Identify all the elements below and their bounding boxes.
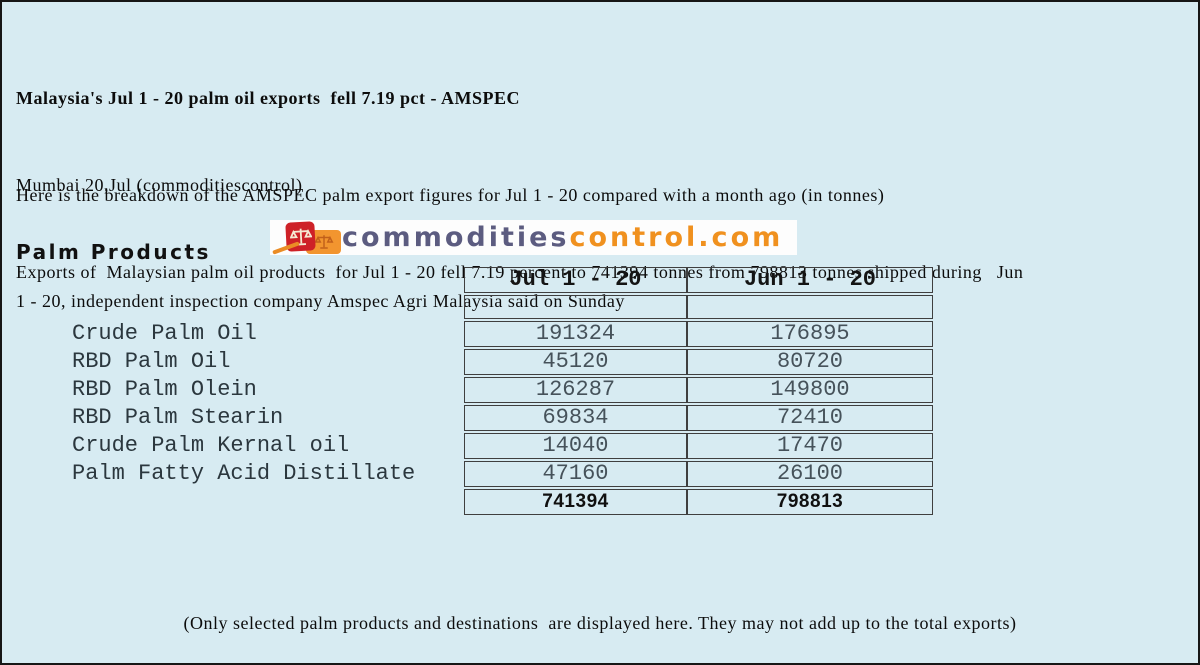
cell-jul: 14040 (464, 433, 687, 459)
column-header-jul: Jul 1 - 20 (464, 267, 687, 293)
cell-jul: 45120 (464, 349, 687, 375)
logo-wordmark: commoditiescontrol.com (342, 222, 783, 254)
table-header-row: Jul 1 - 20 Jun 1 - 20 (72, 267, 933, 293)
cell-jun: 176895 (687, 321, 933, 347)
total-jun: 798813 (687, 489, 933, 515)
logo-text-secondary: control.com (569, 222, 784, 253)
table-row: RBD Palm Oil 45120 80720 (72, 349, 933, 375)
article-header: Malaysia's Jul 1 - 20 palm oil exports f… (16, 26, 1190, 374)
cell-jul: 191324 (464, 321, 687, 347)
article-title: Malaysia's Jul 1 - 20 palm oil exports f… (16, 88, 520, 108)
section-label-palm-products: Palm Products (16, 240, 211, 264)
cell-jul: 47160 (464, 461, 687, 487)
cell-jul: 69834 (464, 405, 687, 431)
cell-jun: 17470 (687, 433, 933, 459)
empty-cell (464, 295, 687, 319)
article-byline: Mumbai 20,Jul (commoditiescontrol) (16, 175, 303, 195)
footnote: (Only selected palm products and destina… (183, 613, 1017, 633)
palm-exports-table: Jul 1 - 20 Jun 1 - 20 Crude Palm Oil 191… (72, 265, 933, 517)
logo-text-primary: commodities (342, 222, 570, 253)
empty-row (72, 295, 933, 319)
row-label: RBD Palm Olein (72, 377, 257, 402)
cell-jul: 126287 (464, 377, 687, 403)
table-row: Crude Palm Kernal oil 14040 17470 (72, 433, 933, 459)
header-spacer-cell (72, 267, 464, 293)
table-row: Crude Palm Oil 191324 176895 (72, 321, 933, 347)
total-jul: 741394 (464, 489, 687, 515)
empty-cell (687, 295, 933, 319)
cell-jun: 26100 (687, 461, 933, 487)
row-label: RBD Palm Stearin (72, 405, 284, 430)
row-label: RBD Palm Oil (72, 349, 231, 374)
row-label: Crude Palm Kernal oil (72, 433, 350, 458)
breakdown-intro: Here is the breakdown of the AMSPEC palm… (16, 185, 885, 205)
table-total-row: 741394 798813 (72, 489, 933, 515)
cell-jun: 80720 (687, 349, 933, 375)
cell-jun: 149800 (687, 377, 933, 403)
row-label: Palm Fatty Acid Distillate (72, 461, 416, 486)
row-label: Crude Palm Oil (72, 321, 257, 346)
table-row: RBD Palm Olein 126287 149800 (72, 377, 933, 403)
cell-jun: 72410 (687, 405, 933, 431)
commoditiescontrol-logo: commoditiescontrol.com (270, 220, 797, 255)
table-row: RBD Palm Stearin 69834 72410 (72, 405, 933, 431)
table-row: Palm Fatty Acid Distillate 47160 26100 (72, 461, 933, 487)
column-header-jun: Jun 1 - 20 (687, 267, 933, 293)
